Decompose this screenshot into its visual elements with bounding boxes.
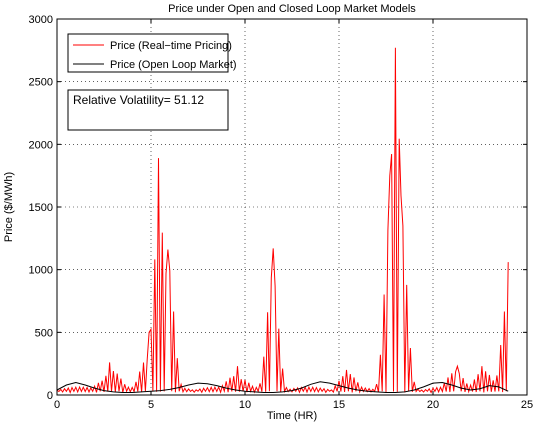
legend: Price (Real−time Pricing) Price (Open Lo… xyxy=(67,33,237,73)
x-tick-label-5: 25 xyxy=(521,399,533,411)
legend-label-realtime: Price (Real−time Pricing) xyxy=(110,40,232,52)
y-tick-label-6: 3000 xyxy=(29,14,53,26)
plot-area xyxy=(57,19,527,395)
annotation-box xyxy=(67,89,229,131)
chart-title: Price under Open and Closed Loop Market … xyxy=(168,3,416,15)
axis-ticks: 0 5 10 15 20 25 0 500 1000 1500 2000 2500 3000 xyxy=(29,14,534,411)
y-axis-title: Price ($/MWh) xyxy=(3,172,15,242)
x-axis-title: Time (HR) xyxy=(267,410,317,422)
x-tick-label-4: 20 xyxy=(427,399,439,411)
y-tick-label-2: 1000 xyxy=(29,265,53,277)
y-tick-label-4: 2000 xyxy=(29,139,53,151)
y-tick-label-0: 0 xyxy=(47,390,53,402)
volatility-annotation: Relative Volatility= 51.12 xyxy=(67,89,229,131)
x-tick-label-1: 5 xyxy=(148,399,154,411)
y-tick-label-1: 500 xyxy=(35,327,53,339)
series-open-loop-market xyxy=(56,381,509,393)
grid-lines xyxy=(57,19,527,395)
legend-box xyxy=(67,33,229,73)
y-tick-label-3: 1500 xyxy=(29,202,53,214)
annotation-text: Relative Volatility= 51.12 xyxy=(73,93,204,107)
series-realtime-pricing xyxy=(56,47,509,394)
series-layer xyxy=(56,47,509,394)
legend-label-open-loop: Price (Open Loop Market) xyxy=(110,59,237,71)
x-tick-label-3: 15 xyxy=(333,399,345,411)
x-tick-label-2: 10 xyxy=(239,399,251,411)
y-tick-label-5: 2500 xyxy=(29,77,53,89)
x-tick-label-0: 0 xyxy=(54,399,60,411)
